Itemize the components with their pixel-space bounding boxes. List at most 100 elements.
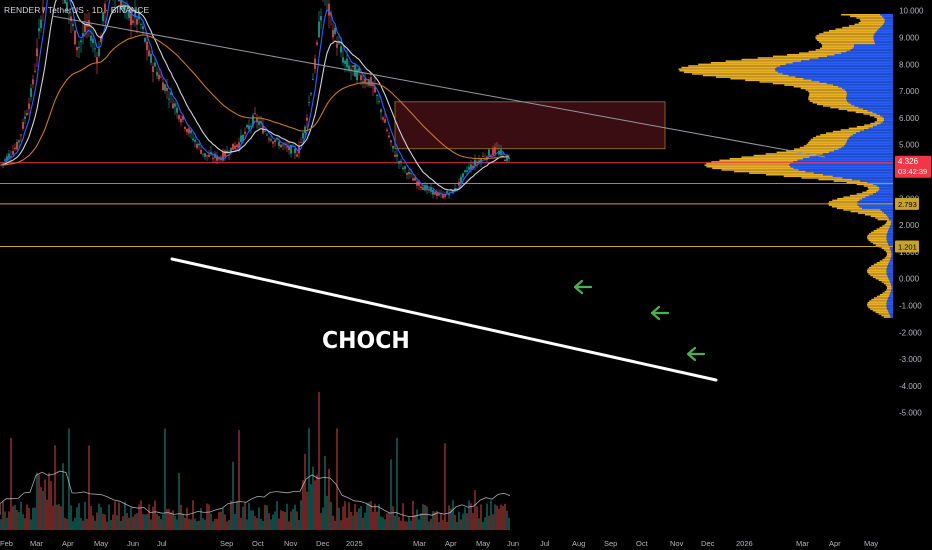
volume-bar bbox=[168, 508, 170, 530]
vp-row bbox=[848, 137, 893, 139]
volume-bar bbox=[140, 500, 142, 530]
vp-row bbox=[834, 54, 893, 56]
vp-row bbox=[878, 28, 893, 30]
candle bbox=[34, 70, 36, 72]
symbol-title: RENDER / TetherUS · 1D · BINANCE bbox=[4, 5, 150, 15]
candle bbox=[140, 24, 142, 25]
vp-row bbox=[843, 209, 881, 211]
vp-row bbox=[854, 44, 893, 46]
volume-bar bbox=[386, 513, 388, 530]
vp-row bbox=[840, 129, 865, 131]
volume-bar bbox=[138, 504, 140, 530]
vp-row bbox=[891, 286, 893, 288]
vp-row bbox=[882, 258, 891, 261]
vp-row bbox=[886, 268, 893, 270]
vp-row bbox=[887, 241, 893, 243]
vp-row bbox=[808, 142, 847, 144]
vp-row bbox=[725, 60, 801, 62]
vp-row bbox=[822, 46, 854, 48]
vp-row bbox=[887, 298, 893, 301]
vp-row bbox=[887, 231, 893, 234]
vp-row bbox=[678, 68, 776, 70]
vp-row bbox=[888, 230, 893, 232]
candle bbox=[100, 36, 102, 43]
vp-row bbox=[681, 66, 777, 69]
volume-bar bbox=[198, 520, 200, 530]
candle bbox=[144, 38, 146, 42]
candle bbox=[194, 139, 196, 142]
vp-row bbox=[888, 263, 893, 266]
volume-bar bbox=[16, 509, 18, 530]
volume-bar bbox=[406, 521, 408, 530]
vp-row bbox=[753, 154, 817, 157]
candle bbox=[502, 153, 504, 155]
volume-bar bbox=[496, 505, 498, 530]
vp-row bbox=[785, 63, 893, 66]
candle bbox=[448, 193, 450, 196]
candle bbox=[402, 167, 404, 170]
vp-row bbox=[836, 207, 863, 210]
vp-row bbox=[847, 110, 868, 112]
volume-bar bbox=[280, 510, 282, 530]
moving-averages bbox=[0, 0, 510, 197]
volume-bar bbox=[248, 502, 250, 530]
price-tick-label: 10.000 bbox=[899, 7, 924, 16]
vp-row bbox=[869, 266, 888, 269]
volume-bar bbox=[470, 503, 472, 530]
volume-bar bbox=[230, 500, 232, 530]
volume-bar bbox=[82, 520, 84, 530]
vp-row bbox=[808, 90, 847, 93]
candle bbox=[84, 24, 86, 33]
vp-row bbox=[838, 108, 864, 110]
time-tick-label: Sep bbox=[604, 539, 617, 548]
volume-bar bbox=[130, 507, 132, 530]
candle bbox=[224, 150, 226, 157]
vp-row bbox=[891, 254, 893, 256]
vp-row bbox=[800, 60, 893, 62]
candle bbox=[396, 154, 398, 157]
volume-bar bbox=[62, 463, 64, 530]
volume-bar bbox=[234, 514, 236, 530]
volume-bar bbox=[94, 520, 96, 530]
volume-bar bbox=[236, 500, 238, 530]
volume-bar bbox=[476, 506, 478, 530]
vp-row bbox=[809, 94, 847, 96]
time-tick-label: Oct bbox=[636, 539, 649, 548]
candle bbox=[124, 4, 126, 10]
time-axis: Feb Mar Apr May Jun Jul Sep Oct Nov Dec 2025 Mar Apr… bbox=[0, 535, 932, 550]
vp-row bbox=[878, 190, 893, 192]
volume-bar bbox=[44, 479, 46, 530]
price-tick-label: 2.000 bbox=[899, 221, 920, 230]
candle bbox=[354, 64, 356, 77]
candle bbox=[10, 156, 12, 158]
candle bbox=[462, 173, 464, 178]
vp-row bbox=[887, 308, 893, 310]
candle bbox=[412, 178, 414, 181]
volume-bar bbox=[310, 484, 312, 530]
vp-row bbox=[889, 226, 893, 229]
vp-row bbox=[729, 158, 804, 160]
vp-row bbox=[873, 230, 889, 232]
candle bbox=[358, 68, 360, 73]
volume-bar bbox=[228, 519, 230, 530]
vp-row bbox=[860, 180, 893, 182]
vp-row bbox=[850, 210, 883, 213]
candle bbox=[92, 38, 94, 44]
vp-row bbox=[790, 166, 893, 168]
volume-bar bbox=[142, 514, 144, 530]
vp-row bbox=[884, 18, 893, 21]
candle bbox=[4, 159, 6, 161]
candle bbox=[466, 170, 468, 173]
candle bbox=[148, 50, 150, 57]
volume-bar bbox=[188, 518, 190, 530]
vp-row bbox=[734, 170, 806, 173]
vp-row bbox=[828, 30, 877, 32]
time-tick-label: Oct bbox=[252, 539, 265, 548]
arrows bbox=[573, 279, 706, 362]
vp-row bbox=[876, 30, 893, 32]
volume-bar bbox=[442, 520, 444, 530]
vp-row bbox=[867, 234, 887, 237]
candle bbox=[480, 159, 482, 163]
volume-bar bbox=[0, 519, 2, 530]
